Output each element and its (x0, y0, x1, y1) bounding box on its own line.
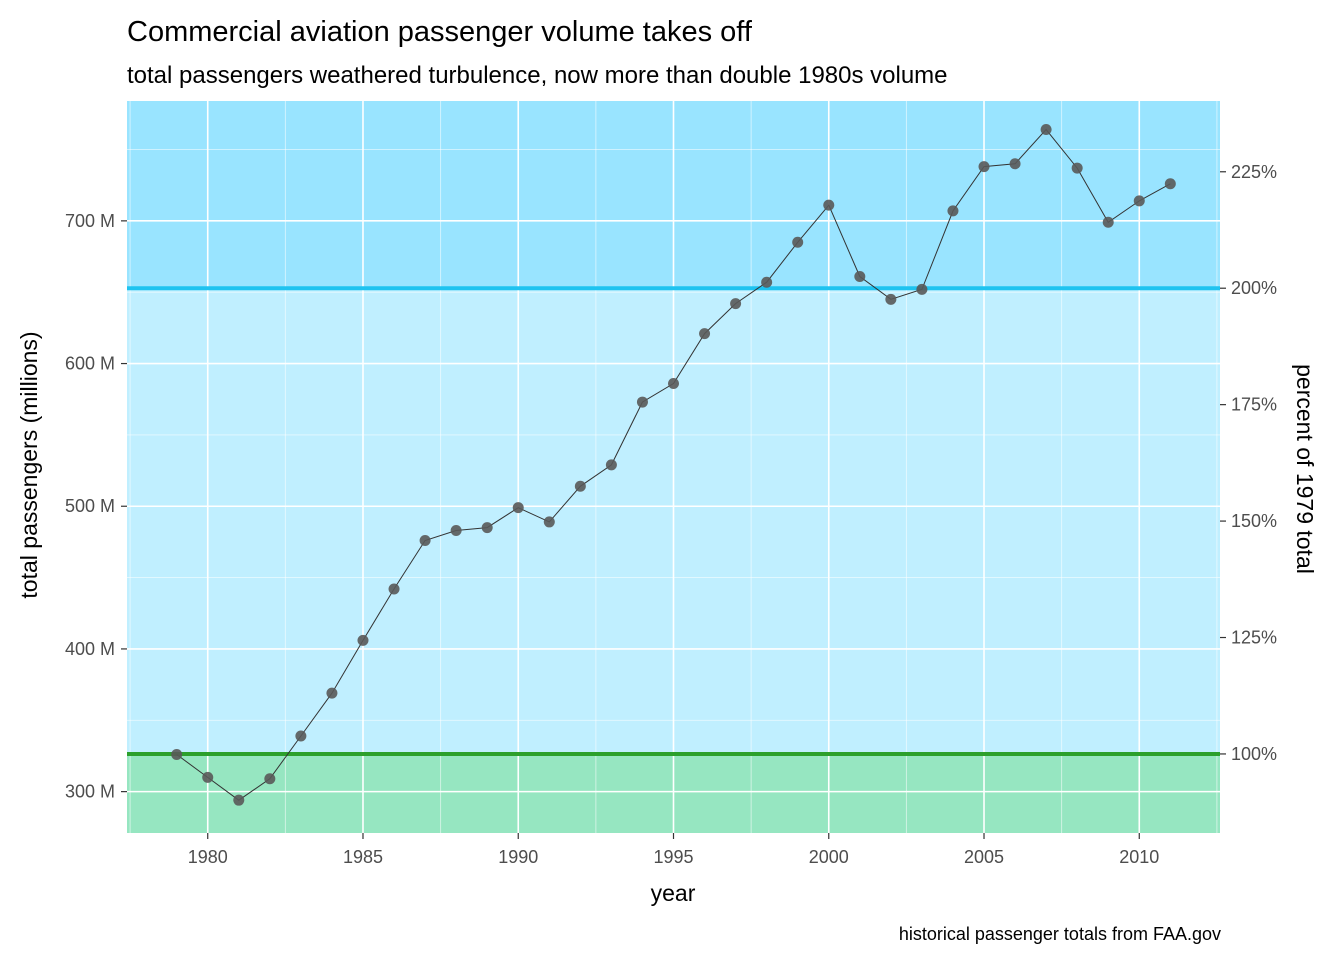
chart-caption: historical passenger totals from FAA.gov (899, 924, 1221, 944)
y2-tick-label: 225% (1231, 162, 1277, 182)
data-point-1982 (264, 773, 276, 785)
y2-tick-label: 125% (1231, 628, 1277, 648)
chart-title: Commercial aviation passenger volume tak… (127, 16, 753, 48)
data-point-2004 (947, 205, 959, 217)
data-point-1997 (730, 298, 742, 310)
data-point-2009 (1102, 216, 1114, 228)
data-point-1985 (357, 634, 369, 646)
y2-tick-label: 100% (1231, 744, 1277, 764)
data-point-1990 (512, 502, 524, 514)
reference-lines (127, 286, 1220, 756)
data-series (171, 124, 1176, 806)
data-point-1991 (543, 516, 555, 528)
x-tick-label: 1985 (343, 847, 383, 867)
data-point-1999 (792, 236, 804, 248)
data-point-1998 (761, 276, 773, 288)
data-point-1996 (699, 328, 711, 340)
grid-lines (127, 101, 1220, 833)
data-point-1988 (450, 524, 462, 536)
data-point-1986 (388, 583, 400, 595)
x-axis-title: year (651, 880, 696, 906)
data-point-1993 (605, 459, 617, 471)
data-point-2008 (1071, 162, 1083, 174)
data-point-2010 (1133, 195, 1145, 207)
y-tick-label: 300 M (65, 782, 115, 802)
data-point-1989 (481, 522, 493, 534)
y-tick-label: 600 M (65, 354, 115, 374)
data-point-2001 (854, 271, 866, 283)
axes: 1980 1985 1990 1995 2000 2005 2010 300 M 400 M 50… (65, 162, 1277, 867)
data-point-1995 (668, 378, 679, 390)
x-tick-label: 2005 (964, 847, 1004, 867)
data-point-1992 (574, 480, 586, 492)
data-point-2007 (1040, 124, 1052, 136)
x-tick-label: 1995 (653, 847, 693, 867)
y-axis-title: total passengers (millions) (16, 331, 42, 598)
data-point-2005 (978, 161, 990, 173)
data-point-1979 (171, 749, 183, 761)
data-point-2000 (823, 199, 835, 211)
x-tick-label: 1980 (188, 847, 228, 867)
y2-axis-title: percent of 1979 total (1292, 364, 1318, 574)
y-tick-label: 700 M (65, 211, 115, 231)
x-tick-label: 2000 (809, 847, 849, 867)
data-point-1980 (202, 771, 214, 783)
data-point-2003 (916, 283, 928, 295)
data-point-1981 (233, 794, 245, 806)
y2-tick-label: 200% (1231, 278, 1277, 298)
y-tick-label: 500 M (65, 496, 115, 516)
y2-tick-label: 175% (1231, 395, 1277, 415)
y2-tick-label: 150% (1231, 511, 1277, 531)
data-point-1984 (326, 687, 338, 699)
x-tick-label: 1990 (498, 847, 538, 867)
data-point-2011 (1164, 178, 1176, 190)
data-point-2002 (885, 293, 897, 305)
data-point-1987 (419, 534, 431, 546)
y-tick-label: 400 M (65, 639, 115, 659)
x-tick-label: 2010 (1119, 847, 1159, 867)
chart-subtitle: total passengers weathered turbulence, n… (127, 62, 948, 89)
data-point-1983 (295, 730, 307, 742)
data-point-1994 (636, 396, 648, 408)
data-point-2006 (1009, 158, 1021, 170)
